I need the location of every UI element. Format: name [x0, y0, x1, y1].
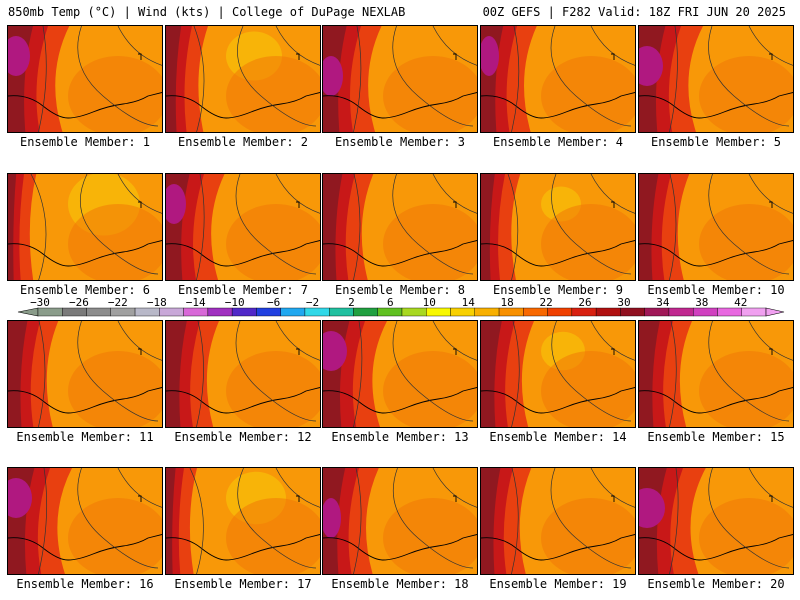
colorbar-swatch: [693, 307, 718, 317]
colorbar-swatch: [474, 307, 500, 317]
ensemble-member-label: Ensemble Member: 3: [334, 135, 466, 149]
colorbar-swatch: [547, 307, 573, 317]
ensemble-map-20: [638, 467, 794, 575]
ensemble-member-label: Ensemble Member: 18: [331, 577, 469, 591]
ensemble-map-2: [165, 25, 321, 133]
colorbar-tick-label: 14: [462, 298, 476, 309]
ensemble-member-label: Ensemble Member: 14: [489, 430, 627, 444]
colorbar-swatch: [426, 307, 451, 317]
colorbar-swatch: [595, 307, 621, 317]
colorbar-tick-label: 10: [423, 298, 436, 309]
ensemble-map-9: [480, 173, 636, 281]
ensemble-map-11: [7, 320, 163, 428]
colorbar-swatch: [644, 307, 670, 317]
ensemble-map-16: [7, 467, 163, 575]
colorbar-tick-label: −30: [30, 298, 50, 309]
colorbar-swatch: [401, 307, 427, 317]
ensemble-member-label: Ensemble Member: 7: [177, 283, 309, 297]
colorbar-tick-label: −26: [69, 298, 89, 309]
ensemble-member-label: Ensemble Member: 1: [19, 135, 151, 149]
ensemble-map-1: [7, 25, 163, 133]
colorbar-swatch: [159, 307, 184, 317]
ensemble-map-3: [322, 25, 478, 133]
colorbar-swatch: [134, 307, 160, 317]
colorbar-tick-label: 38: [695, 298, 708, 309]
temperature-colorbar: −30 −26 −22 −18 −14 −10 −6 −2 2 6 10 14 18 22 26 30 34 38…: [17, 298, 785, 317]
ensemble-map-19: [480, 467, 636, 575]
ensemble-member-label: Ensemble Member: 15: [647, 430, 785, 444]
colorbar-tick-label: −2: [306, 298, 319, 309]
ensemble-member-label: Ensemble Member: 13: [331, 430, 469, 444]
colorbar-tick-label: 30: [617, 298, 630, 309]
colorbar-swatch: [620, 307, 645, 317]
colorbar-swatch: [450, 307, 475, 317]
ensemble-map-8: [322, 173, 478, 281]
ensemble-map-6: [7, 173, 163, 281]
colorbar-swatch: [207, 307, 233, 317]
colorbar-tick-label: 18: [501, 298, 514, 309]
colorbar-swatch: [86, 307, 111, 317]
colorbar-swatch: [717, 307, 742, 317]
colorbar-swatch: [571, 307, 597, 317]
ensemble-member-label: Ensemble Member: 12: [174, 430, 312, 444]
ensemble-map-17: [165, 467, 321, 575]
colorbar-tick-label: −18: [147, 298, 167, 309]
ensemble-member-label: Ensemble Member: 9: [492, 283, 624, 297]
ensemble-member-label: Ensemble Member: 2: [177, 135, 309, 149]
colorbar-tick-label: −6: [267, 298, 280, 309]
colorbar-swatch: [256, 307, 281, 317]
colorbar-tick-label: 42: [734, 298, 747, 309]
colorbar-tick-label: 34: [656, 298, 670, 309]
colorbar-swatch: [523, 307, 548, 317]
ensemble-member-label: Ensemble Member: 8: [334, 283, 466, 297]
valid-time-label: 00Z GEFS | F282 Valid: 18Z FRI JUN 20 20…: [482, 5, 786, 19]
ensemble-member-label: Ensemble Member: 11: [16, 430, 154, 444]
ensemble-map-14: [480, 320, 636, 428]
ensemble-member-label: Ensemble Member: 10: [647, 283, 785, 297]
ensemble-map-18: [322, 467, 478, 575]
colorbar-swatch: [377, 307, 403, 317]
colorbar-swatch: [280, 307, 306, 317]
colorbar-tick-label: 2: [348, 298, 355, 309]
colorbar-swatch: [183, 307, 209, 317]
ensemble-member-label: Ensemble Member: 6: [19, 283, 151, 297]
colorbar-tick-label: 6: [387, 298, 394, 309]
map-title: 850mb Temp (°C) | Wind (kts) | College o…: [8, 5, 406, 19]
ensemble-member-label: Ensemble Member: 4: [492, 135, 624, 149]
colorbar-arrow-left: [17, 307, 39, 317]
colorbar-swatch: [231, 307, 257, 317]
ensemble-map-5: [638, 25, 794, 133]
ensemble-map-10: [638, 173, 794, 281]
colorbar-swatch: [329, 307, 354, 317]
colorbar-swatch: [304, 307, 330, 317]
colorbar-swatch: [62, 307, 87, 317]
ensemble-member-label: Ensemble Member: 20: [647, 577, 785, 591]
ensemble-map-12: [165, 320, 321, 428]
ensemble-map-13: [322, 320, 478, 428]
colorbar-tick-label: 26: [578, 298, 591, 309]
colorbar-swatch: [668, 307, 694, 317]
colorbar-swatch: [353, 307, 378, 317]
colorbar-swatch: [110, 307, 136, 317]
ensemble-member-label: Ensemble Member: 17: [174, 577, 312, 591]
ensemble-member-label: Ensemble Member: 5: [650, 135, 782, 149]
colorbar-swatch: [37, 307, 63, 317]
colorbar-arrow-right: [765, 307, 785, 317]
ensemble-member-label: Ensemble Member: 19: [489, 577, 627, 591]
ensemble-map-7: [165, 173, 321, 281]
colorbar-tick-label: −22: [108, 298, 128, 309]
ensemble-map-15: [638, 320, 794, 428]
colorbar-tick-label: −10: [225, 298, 245, 309]
colorbar-swatch: [741, 307, 767, 317]
colorbar-swatch: [498, 307, 524, 317]
colorbar-tick-label: −14: [186, 298, 206, 309]
colorbar-tick-label: 22: [539, 298, 552, 309]
ensemble-member-label: Ensemble Member: 16: [16, 577, 154, 591]
ensemble-map-4: [480, 25, 636, 133]
